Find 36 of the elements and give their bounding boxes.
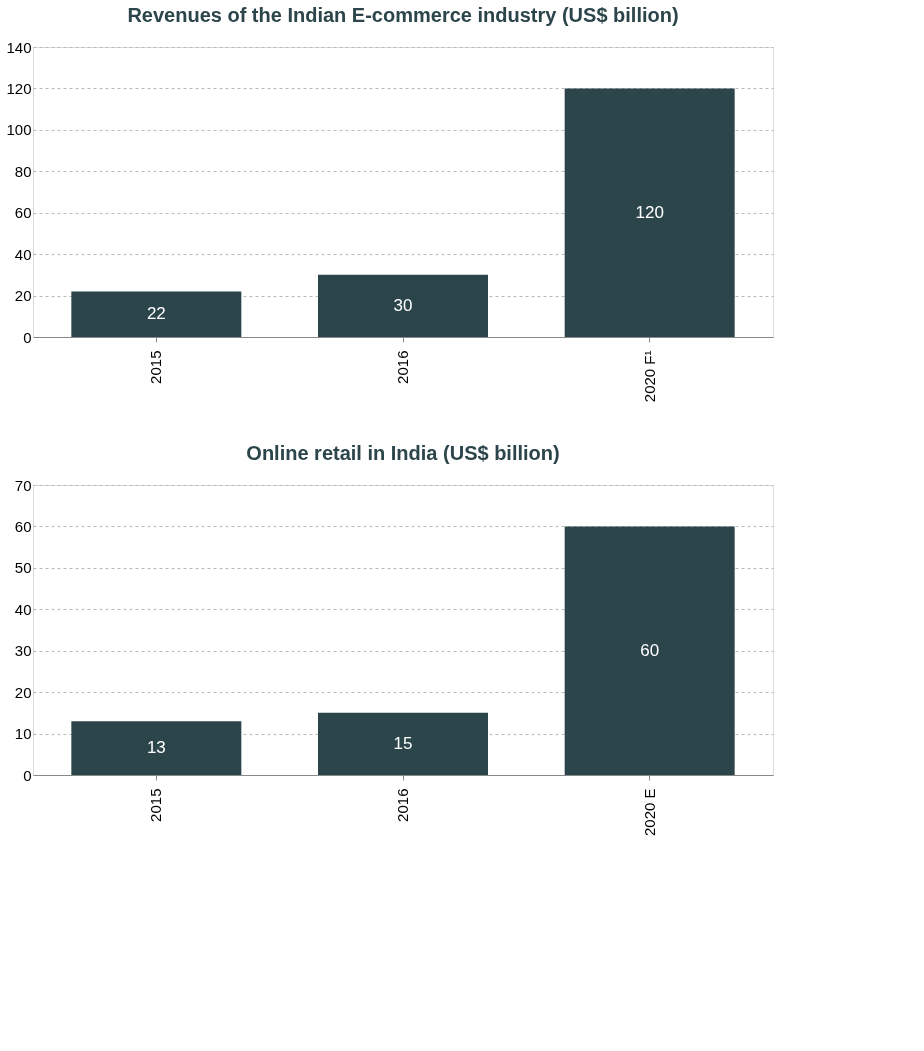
chart-title: Revenues of the Indian E-commerce industry (US$ billion): [127, 4, 679, 26]
data-label: 120: [635, 202, 664, 222]
y-tick-label: 40: [14, 600, 32, 618]
x-tick-label: 2016: [394, 788, 411, 822]
y-tick-label: 60: [14, 204, 32, 222]
x-tick-label: 2015: [147, 350, 165, 384]
bar: [71, 721, 242, 775]
data-label: 60: [640, 640, 660, 660]
bar: [71, 291, 242, 337]
chart-title: Online retail in India (US$ billion): [246, 442, 560, 464]
bar: [318, 274, 488, 337]
data-label: 22: [146, 304, 166, 324]
data-label: 13: [146, 738, 166, 758]
y-tick-label: 60: [14, 517, 32, 535]
y-tick-label: 30: [14, 642, 32, 660]
data-label: 30: [393, 295, 413, 315]
y-tick-label: 40: [14, 245, 32, 263]
y-tick-label: 140: [6, 38, 32, 56]
bar: [564, 88, 735, 337]
x-tick-label: 2016: [394, 350, 411, 384]
x-tick-label: 2020 E: [640, 788, 658, 837]
y-tick-label: 120: [6, 79, 32, 97]
y-tick-label: 50: [14, 559, 32, 577]
y-tick-label: 0: [23, 328, 32, 346]
bar: [318, 712, 488, 775]
x-tick-label: 2020 F¹: [640, 350, 658, 403]
y-tick-label: 70: [14, 476, 32, 494]
data-label: 15: [393, 733, 413, 753]
bar: [564, 526, 735, 775]
y-tick-label: 80: [14, 162, 32, 180]
y-tick-label: 0: [23, 766, 32, 784]
x-tick-label: 2015: [147, 788, 165, 822]
y-tick-label: 100: [6, 121, 32, 139]
y-tick-label: 10: [14, 725, 32, 743]
y-tick-label: 20: [14, 287, 32, 305]
y-tick-label: 20: [14, 683, 32, 701]
